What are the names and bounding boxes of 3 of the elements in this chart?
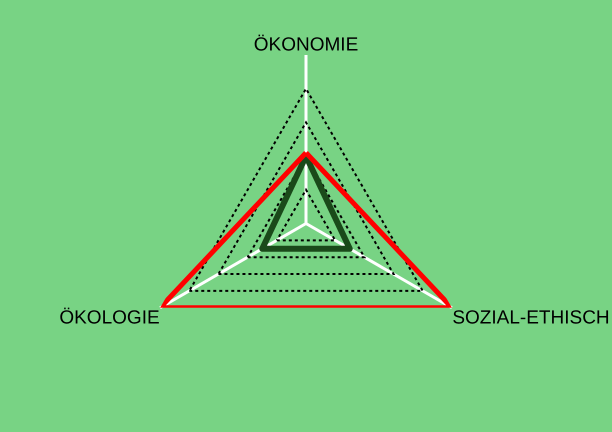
spoke-label: ÖKOLOGIE [59,307,160,328]
spoke-label: ÖKONOMIE [254,34,358,56]
spoke-label: SOZIAL-ETHISCH [452,307,610,328]
